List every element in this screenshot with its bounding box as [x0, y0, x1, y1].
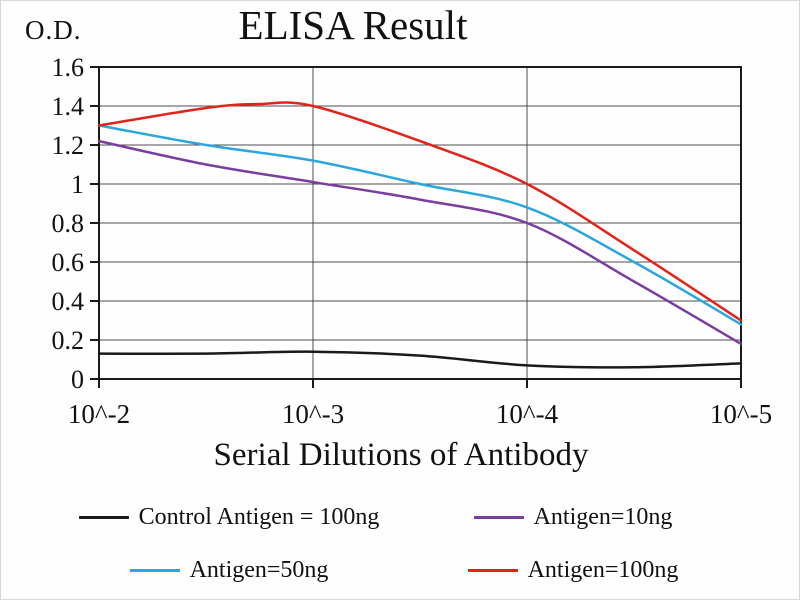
plot-area: 0 0.2 0.4 0.6 0.8 1 1.2 1.4 1.6 10^-2 10^-3 10^-4 10… [52, 53, 773, 429]
plot-border [98, 66, 742, 380]
y-tick-label: 1.4 [52, 92, 85, 121]
y-tick-label: 1 [71, 170, 84, 199]
y-tick-label: 0.6 [52, 248, 85, 277]
legend-item-1: Control Antigen = 100ng [57, 504, 401, 531]
y-tick-label: 0.8 [52, 209, 85, 238]
legend-label: Antigen=50ng [189, 557, 329, 583]
y-tick-label: 0.4 [52, 287, 85, 316]
legend-line-swatch [129, 569, 180, 572]
y-tick-label: 1.6 [52, 53, 85, 82]
x-tick-label: 10^-4 [496, 399, 559, 429]
legend-item-2: Antigen=10ng [401, 504, 745, 531]
legend-item-4: Antigen=100ng [401, 557, 745, 584]
x-tick-label: 10^-2 [68, 399, 130, 429]
legend-item-3: Antigen=50ng [57, 557, 401, 584]
legend-line-swatch [78, 516, 129, 519]
x-tick-label: 10^-3 [282, 399, 344, 429]
legend-label: Control Antigen = 100ng [138, 504, 380, 530]
series-line-1 [97, 350, 743, 369]
x-axis-title: Serial Dilutions of Antibody [213, 437, 589, 473]
y-tick-label: 0 [71, 365, 84, 394]
legend: Control Antigen = 100ng Antigen=10ng Antig… [57, 504, 745, 584]
x-tick-label: 10^-5 [710, 399, 772, 429]
y-tick-label: 0.2 [52, 326, 85, 355]
series-line-4 [97, 101, 743, 322]
series-line-2 [97, 139, 743, 346]
legend-line-swatch [467, 569, 518, 572]
chart-title: ELISA Result [238, 2, 468, 48]
series-line-3 [97, 124, 743, 326]
y-tick-label: 1.2 [52, 131, 85, 160]
legend-label: Antigen=10ng [533, 504, 673, 530]
legend-label: Antigen=100ng [527, 557, 679, 583]
legend-line-swatch [473, 516, 524, 519]
y-axis-title: O.D. [25, 15, 82, 45]
